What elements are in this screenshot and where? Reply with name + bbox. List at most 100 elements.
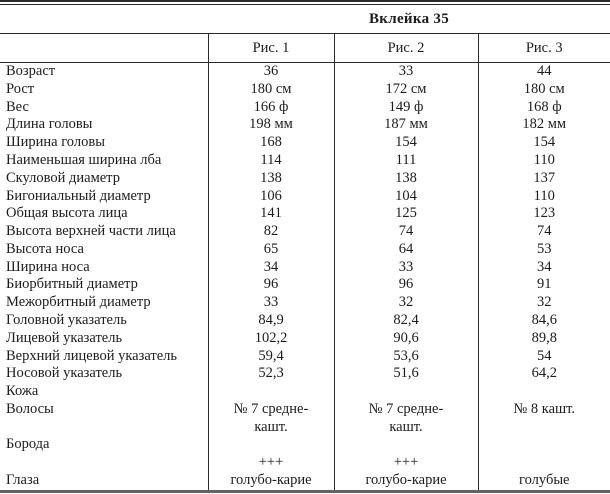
row-label: Волосы [6,400,54,417]
table-row-nose-height: Высота носа 65 64 53 [0,240,610,259]
value-cell: 53 [477,240,610,259]
value-cell: 154 [333,134,478,152]
table-row-nasal-index: Носовой указатель 52,3 51,6 64,2 [0,365,610,384]
value-cell: 123 [477,205,610,224]
table-row-weight: Вес 166 ф 149 ф 168 ф [0,98,610,117]
row-label: Борода [6,436,50,453]
row-label: Высота носа [6,240,84,257]
page-title: Вклейка 35 [368,11,450,27]
row-label: Верхний лицевой указатель [6,347,178,364]
value-cell: 33 [333,62,478,81]
value-cell: 33 [333,258,478,277]
row-label: Лицевой указатель [6,329,123,346]
table-row-nose-width: Ширина носа 34 33 34 [0,258,610,277]
table-row-beard-grade: +++ +++ [0,454,610,472]
value-cell: 138 [207,169,334,188]
value-cell: 91 [477,276,610,295]
table-row-upper-facial-index: Верхний лицевой указатель 59,4 53,6 54 [0,347,610,366]
value-cell: 141 [207,205,334,224]
table-row-hair: Волосы № 7 средне- № 7 средне- № 8 кашт. [0,400,610,419]
value-cell: № 7 средне- [333,400,478,419]
row-label: Рост [6,80,35,97]
value-cell [477,436,610,455]
row-label: Кожа [6,383,39,400]
table-row-interorbital-diameter: Межорбитный диаметр 33 32 32 [0,294,610,312]
value-cell: 114 [207,151,334,170]
value-cell: 74 [333,223,478,241]
value-cell: 138 [333,169,478,188]
header-empty-cell [0,33,208,63]
bottom-rule [0,489,610,493]
anthropometric-table: Рис. 1 Рис. 2 Рис. 3 Возраст 36 33 44 Ро… [0,33,610,490]
value-cell: 182 мм [477,116,610,135]
row-label [0,454,208,472]
value-cell: 82,4 [333,311,478,330]
value-cell: 180 см [477,80,610,99]
value-cell: 166 ф [207,98,334,117]
row-label: Бигониальный диаметр [6,187,151,204]
table-row-head-length: Длина головы 198 мм 187 мм 182 мм [0,116,610,135]
value-cell: 168 [207,134,334,152]
value-cell: 84,9 [207,311,334,330]
table-row-beard: Борода [0,436,610,455]
value-cell: 110 [477,151,610,170]
value-cell: 110 [477,187,610,206]
table-row-upper-face-height: Высота верхней части лица 82 74 74 [0,223,610,241]
table-row-age: Возраст 36 33 44 [0,62,610,81]
table-row-biorbital-diameter: Биорбитный диаметр 96 96 91 [0,276,610,295]
row-label: Скуловой диаметр [6,169,120,186]
value-cell: № 7 средне- [207,400,334,419]
row-label [0,419,208,437]
value-cell: 90,6 [333,329,478,348]
value-cell: 44 [477,62,610,81]
value-cell: кашт. [207,418,334,437]
header-fig3: Рис. 3 [477,33,610,63]
table-row-skin: Кожа [0,383,610,401]
value-cell: 52,3 [207,365,334,384]
value-cell: 104 [333,187,478,206]
table-row-cephalic-index: Головной указатель 84,9 82,4 84,6 [0,311,610,330]
table-row-facial-index: Лицевой указатель 102,2 90,6 89,8 [0,329,610,348]
value-cell: кашт. [333,418,478,437]
value-cell: 106 [207,187,334,206]
value-cell: 54 [477,347,610,366]
value-cell: 180 см [207,80,334,99]
value-cell [333,383,478,401]
row-label: Ширина головы [6,134,105,151]
row-label: Глаза [6,472,40,488]
header-fig2: Рис. 2 [333,33,478,63]
value-cell: 51,6 [333,365,478,384]
row-label: Биорбитный диаметр [6,276,138,293]
value-cell [477,418,610,437]
value-cell: +++ [333,454,478,472]
value-cell: 74 [477,223,610,241]
value-cell: 96 [333,276,478,295]
table-row-eyes: Глаза голубо-карие голубо-карие голубые [0,471,610,490]
value-cell: 34 [207,258,334,277]
row-label: Длина головы [6,116,93,133]
value-cell [333,436,478,455]
value-cell: 82 [207,223,334,241]
row-label: Межорбитный диаметр [6,294,151,311]
table-row-bigonial-diameter: Бигониальный диаметр 106 104 110 [0,187,610,206]
table-row-head-width: Ширина головы 168 154 154 [0,134,610,152]
value-cell: 168 ф [477,98,610,117]
value-cell: 89,8 [477,329,610,348]
value-cell: 96 [207,276,334,295]
row-label: Общая высота лица [6,205,128,222]
header-row: Рис. 1 Рис. 2 Рис. 3 [0,33,610,63]
table-row-hair-continued: кашт. кашт. [0,418,610,437]
value-cell: голубо-карие [207,471,334,490]
value-cell: 34 [477,258,610,277]
value-cell: 53,6 [333,347,478,366]
value-cell: 149 ф [333,98,478,117]
top-double-rule [0,0,610,5]
row-label: Высота верхней части лица [6,223,176,240]
value-cell [207,383,334,401]
row-label: Возраст [6,63,56,80]
value-cell: 198 мм [207,116,334,135]
value-cell: 84,6 [477,311,610,330]
header-fig1: Рис. 1 [207,33,334,63]
value-cell: 64 [333,240,478,259]
